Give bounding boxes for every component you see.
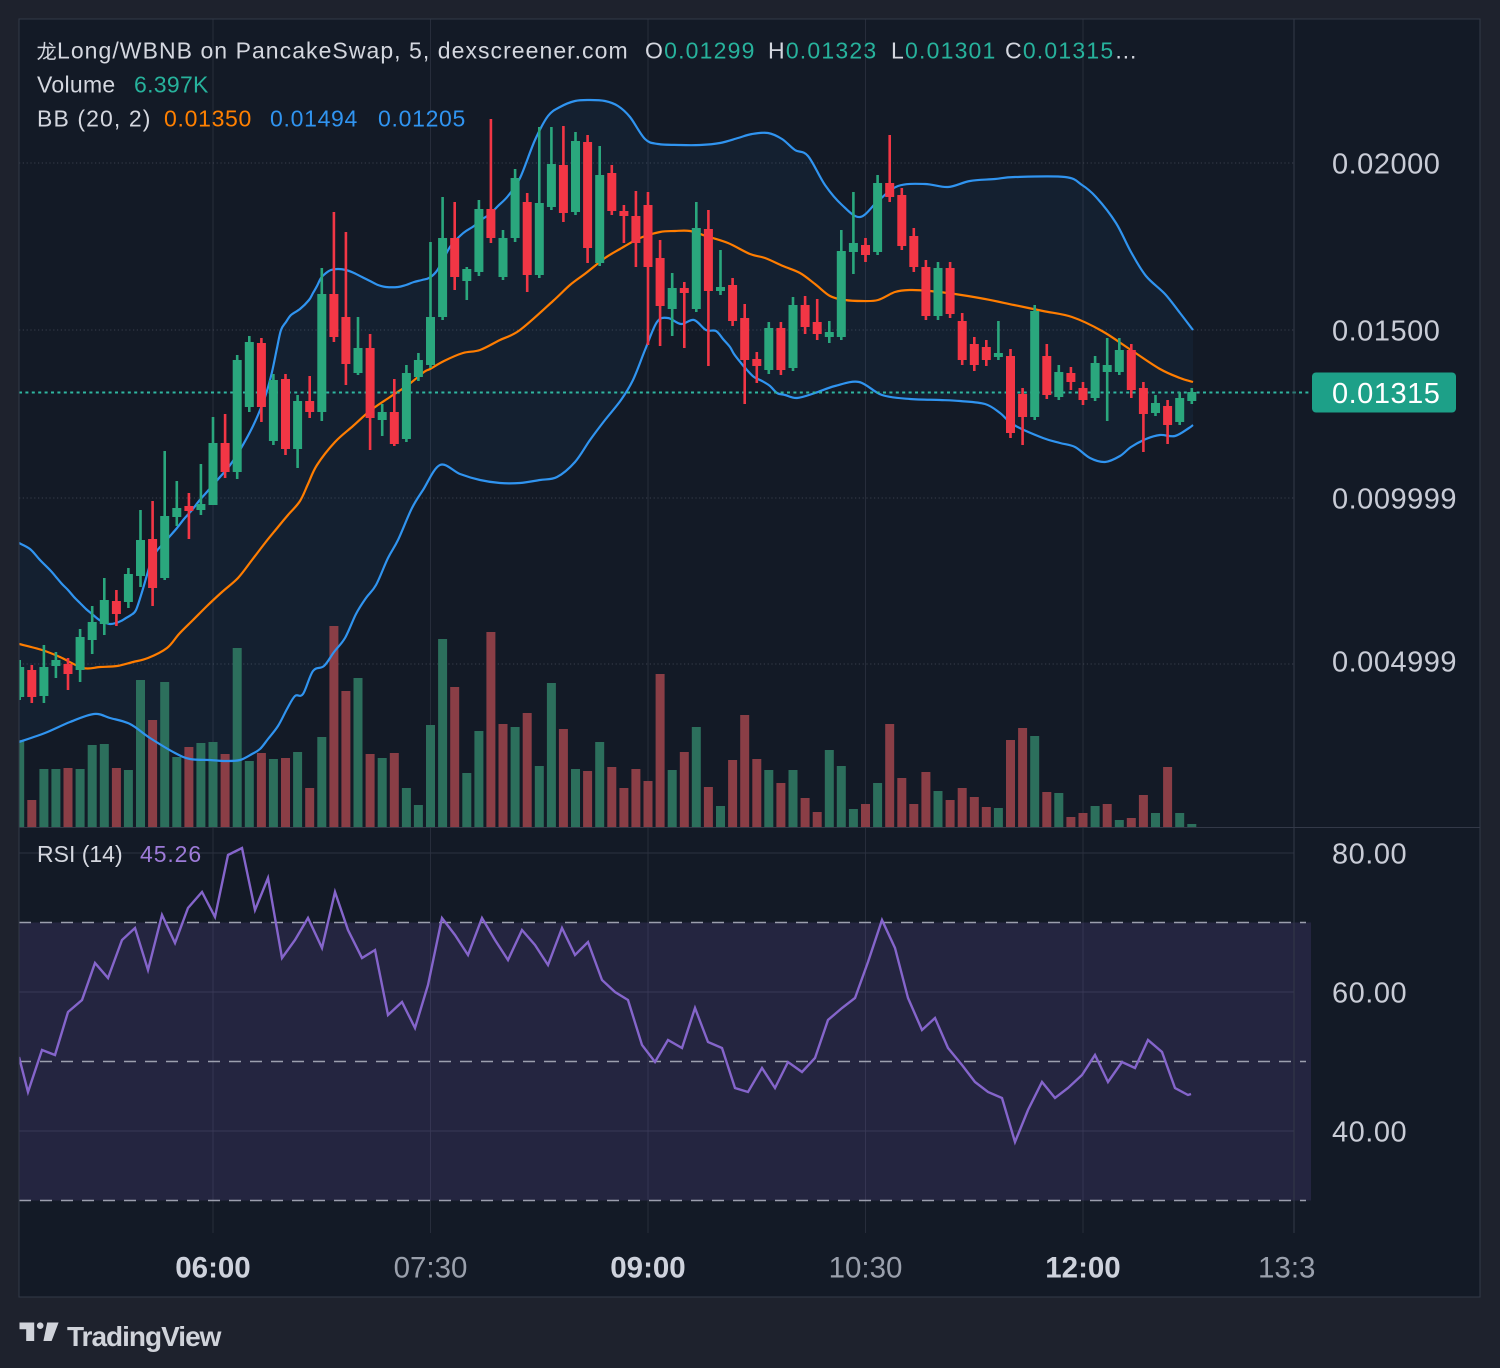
svg-text:60.00: 60.00 (1332, 978, 1407, 1010)
svg-text:07:30: 07:30 (394, 1252, 468, 1285)
svg-text:C0.01315…: C0.01315… (1005, 38, 1139, 64)
svg-text:80.00: 80.00 (1332, 839, 1407, 871)
svg-text:0.01315: 0.01315 (1332, 378, 1440, 410)
svg-text:0.01494: 0.01494 (270, 106, 358, 132)
svg-text:0.02000: 0.02000 (1332, 149, 1440, 181)
svg-text:BB (20, 2): BB (20, 2) (37, 106, 152, 132)
svg-text:13:3: 13:3 (1258, 1252, 1315, 1285)
svg-text:0.009999: 0.009999 (1332, 484, 1457, 516)
svg-text:Volume: Volume (37, 72, 116, 98)
svg-text:H0.01323: H0.01323 (768, 38, 877, 64)
svg-text:0.01500: 0.01500 (1332, 316, 1440, 348)
svg-text:40.00: 40.00 (1332, 1117, 1407, 1149)
svg-text:0.004999: 0.004999 (1332, 647, 1457, 679)
svg-text:L0.01301: L0.01301 (891, 38, 997, 64)
svg-text:06:00: 06:00 (175, 1252, 250, 1285)
svg-text:RSI (14): RSI (14) (37, 841, 123, 867)
svg-text:10:30: 10:30 (829, 1252, 903, 1285)
svg-text:Long/WBNB on PancakeSwap, 5, d: Long/WBNB on PancakeSwap, 5, dexscreener… (57, 38, 629, 64)
svg-text:TradingView: TradingView (67, 1321, 222, 1352)
svg-text:09:00: 09:00 (610, 1252, 685, 1285)
svg-text:0.01205: 0.01205 (378, 106, 466, 132)
svg-text:12:00: 12:00 (1045, 1252, 1120, 1285)
svg-text:O0.01299: O0.01299 (645, 38, 756, 64)
svg-text:0.01350: 0.01350 (164, 106, 252, 132)
svg-text:45.26: 45.26 (140, 841, 202, 867)
svg-text:6.397K: 6.397K (134, 72, 209, 98)
